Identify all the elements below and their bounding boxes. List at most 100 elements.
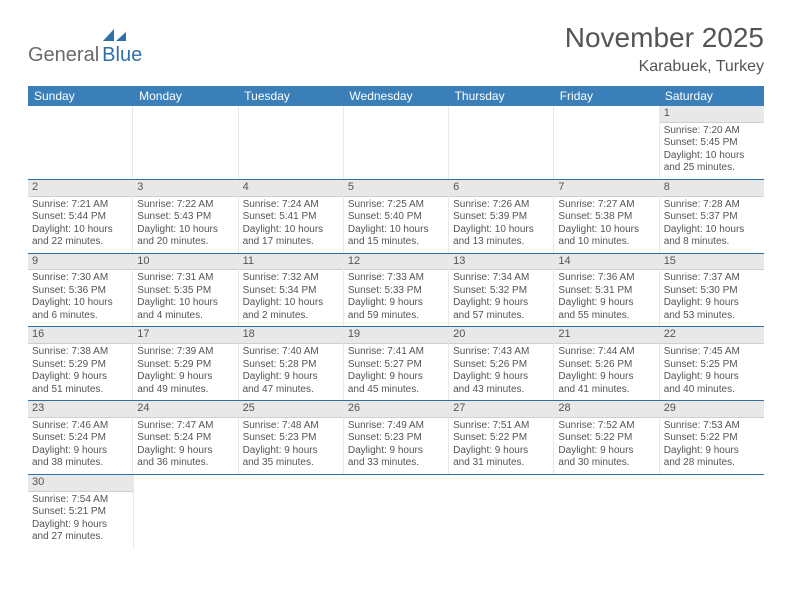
sunrise-text: Sunrise: 7:39 AM bbox=[137, 346, 233, 359]
sunset-text: Sunset: 5:31 PM bbox=[558, 285, 654, 298]
sunrise-text: Sunrise: 7:48 AM bbox=[243, 420, 339, 433]
day-header: Wednesday bbox=[343, 86, 448, 106]
day-number: 24 bbox=[133, 401, 237, 418]
logo-text-general: General bbox=[28, 44, 99, 67]
day-cell bbox=[28, 106, 133, 179]
day-cell: 20Sunrise: 7:43 AMSunset: 5:26 PMDayligh… bbox=[449, 327, 554, 400]
day-number: 11 bbox=[239, 254, 343, 271]
day-number: 19 bbox=[344, 327, 448, 344]
title-block: November 2025 Karabuek, Turkey bbox=[565, 22, 764, 76]
sunrise-text: Sunrise: 7:45 AM bbox=[664, 346, 760, 359]
day-cell: 29Sunrise: 7:53 AMSunset: 5:22 PMDayligh… bbox=[660, 401, 764, 474]
day1-text: Daylight: 10 hours bbox=[243, 297, 339, 310]
day-cell: 18Sunrise: 7:40 AMSunset: 5:28 PMDayligh… bbox=[239, 327, 344, 400]
sunset-text: Sunset: 5:40 PM bbox=[348, 211, 444, 224]
day1-text: Daylight: 9 hours bbox=[32, 445, 128, 458]
sunrise-text: Sunrise: 7:34 AM bbox=[453, 272, 549, 285]
day1-text: Daylight: 9 hours bbox=[137, 371, 233, 384]
day-cell: 12Sunrise: 7:33 AMSunset: 5:33 PMDayligh… bbox=[344, 254, 449, 327]
logo: GeneralBlue bbox=[28, 28, 142, 67]
day-number: 23 bbox=[28, 401, 132, 418]
location: Karabuek, Turkey bbox=[565, 58, 764, 76]
day2-text: and 51 minutes. bbox=[32, 384, 128, 397]
day1-text: Daylight: 10 hours bbox=[664, 224, 760, 237]
sunrise-text: Sunrise: 7:31 AM bbox=[137, 272, 233, 285]
logo-stack: Blue bbox=[102, 28, 142, 67]
sunset-text: Sunset: 5:34 PM bbox=[243, 285, 339, 298]
sunrise-text: Sunrise: 7:38 AM bbox=[32, 346, 128, 359]
day-cell bbox=[554, 106, 659, 179]
day2-text: and 31 minutes. bbox=[453, 457, 549, 470]
day2-text: and 17 minutes. bbox=[243, 236, 339, 249]
day-cell: 26Sunrise: 7:49 AMSunset: 5:23 PMDayligh… bbox=[344, 401, 449, 474]
day-header: Thursday bbox=[449, 86, 554, 106]
day-cell: 5Sunrise: 7:25 AMSunset: 5:40 PMDaylight… bbox=[344, 180, 449, 253]
day1-text: Daylight: 10 hours bbox=[32, 297, 128, 310]
day2-text: and 30 minutes. bbox=[558, 457, 654, 470]
day2-text: and 2 minutes. bbox=[243, 310, 339, 323]
day-number: 30 bbox=[28, 475, 133, 492]
sunrise-text: Sunrise: 7:25 AM bbox=[348, 199, 444, 212]
day1-text: Daylight: 9 hours bbox=[32, 371, 128, 384]
day1-text: Daylight: 10 hours bbox=[558, 224, 654, 237]
day2-text: and 27 minutes. bbox=[32, 531, 129, 544]
sunset-text: Sunset: 5:35 PM bbox=[137, 285, 233, 298]
day-cell: 19Sunrise: 7:41 AMSunset: 5:27 PMDayligh… bbox=[344, 327, 449, 400]
day-header: Tuesday bbox=[238, 86, 343, 106]
sunset-text: Sunset: 5:33 PM bbox=[348, 285, 444, 298]
day1-text: Daylight: 9 hours bbox=[348, 371, 444, 384]
sunset-text: Sunset: 5:29 PM bbox=[32, 359, 128, 372]
day1-text: Daylight: 9 hours bbox=[664, 445, 760, 458]
day2-text: and 8 minutes. bbox=[664, 236, 760, 249]
sunrise-text: Sunrise: 7:54 AM bbox=[32, 494, 129, 507]
day-cell: 8Sunrise: 7:28 AMSunset: 5:37 PMDaylight… bbox=[660, 180, 764, 253]
sunrise-text: Sunrise: 7:41 AM bbox=[348, 346, 444, 359]
day-cell: 3Sunrise: 7:22 AMSunset: 5:43 PMDaylight… bbox=[133, 180, 238, 253]
day-cell: 28Sunrise: 7:52 AMSunset: 5:22 PMDayligh… bbox=[554, 401, 659, 474]
day-number: 4 bbox=[239, 180, 343, 197]
sunset-text: Sunset: 5:29 PM bbox=[137, 359, 233, 372]
week-row: 30Sunrise: 7:54 AMSunset: 5:21 PMDayligh… bbox=[28, 475, 764, 548]
sunset-text: Sunset: 5:24 PM bbox=[32, 432, 128, 445]
day-header: Sunday bbox=[28, 86, 133, 106]
day2-text: and 53 minutes. bbox=[664, 310, 760, 323]
day-cell: 24Sunrise: 7:47 AMSunset: 5:24 PMDayligh… bbox=[133, 401, 238, 474]
day-header: Monday bbox=[133, 86, 238, 106]
week-row: 16Sunrise: 7:38 AMSunset: 5:29 PMDayligh… bbox=[28, 327, 764, 401]
sunrise-text: Sunrise: 7:36 AM bbox=[558, 272, 654, 285]
day2-text: and 43 minutes. bbox=[453, 384, 549, 397]
sunrise-text: Sunrise: 7:22 AM bbox=[137, 199, 233, 212]
sunset-text: Sunset: 5:21 PM bbox=[32, 506, 129, 519]
day1-text: Daylight: 10 hours bbox=[453, 224, 549, 237]
sunset-text: Sunset: 5:38 PM bbox=[558, 211, 654, 224]
day1-text: Daylight: 9 hours bbox=[137, 445, 233, 458]
day1-text: Daylight: 9 hours bbox=[664, 297, 760, 310]
day-cell: 22Sunrise: 7:45 AMSunset: 5:25 PMDayligh… bbox=[660, 327, 764, 400]
day2-text: and 22 minutes. bbox=[32, 236, 128, 249]
sunrise-text: Sunrise: 7:32 AM bbox=[243, 272, 339, 285]
day-cell bbox=[554, 475, 659, 548]
day-cell: 2Sunrise: 7:21 AMSunset: 5:44 PMDaylight… bbox=[28, 180, 133, 253]
day-cell: 23Sunrise: 7:46 AMSunset: 5:24 PMDayligh… bbox=[28, 401, 133, 474]
sunrise-text: Sunrise: 7:40 AM bbox=[243, 346, 339, 359]
day-cell: 16Sunrise: 7:38 AMSunset: 5:29 PMDayligh… bbox=[28, 327, 133, 400]
day-number: 15 bbox=[660, 254, 764, 271]
day1-text: Daylight: 10 hours bbox=[137, 224, 233, 237]
sunrise-text: Sunrise: 7:27 AM bbox=[558, 199, 654, 212]
day2-text: and 4 minutes. bbox=[137, 310, 233, 323]
sunrise-text: Sunrise: 7:21 AM bbox=[32, 199, 128, 212]
day2-text: and 33 minutes. bbox=[348, 457, 444, 470]
day2-text: and 25 minutes. bbox=[664, 162, 760, 175]
day2-text: and 41 minutes. bbox=[558, 384, 654, 397]
day2-text: and 40 minutes. bbox=[664, 384, 760, 397]
sunset-text: Sunset: 5:37 PM bbox=[664, 211, 760, 224]
day-cell: 17Sunrise: 7:39 AMSunset: 5:29 PMDayligh… bbox=[133, 327, 238, 400]
day-number: 18 bbox=[239, 327, 343, 344]
day1-text: Daylight: 9 hours bbox=[453, 445, 549, 458]
sunset-text: Sunset: 5:30 PM bbox=[664, 285, 760, 298]
header: GeneralBlue November 2025 Karabuek, Turk… bbox=[28, 22, 764, 76]
day1-text: Daylight: 9 hours bbox=[664, 371, 760, 384]
day-number: 14 bbox=[554, 254, 658, 271]
day-header-row: Sunday Monday Tuesday Wednesday Thursday… bbox=[28, 86, 764, 106]
day2-text: and 15 minutes. bbox=[348, 236, 444, 249]
